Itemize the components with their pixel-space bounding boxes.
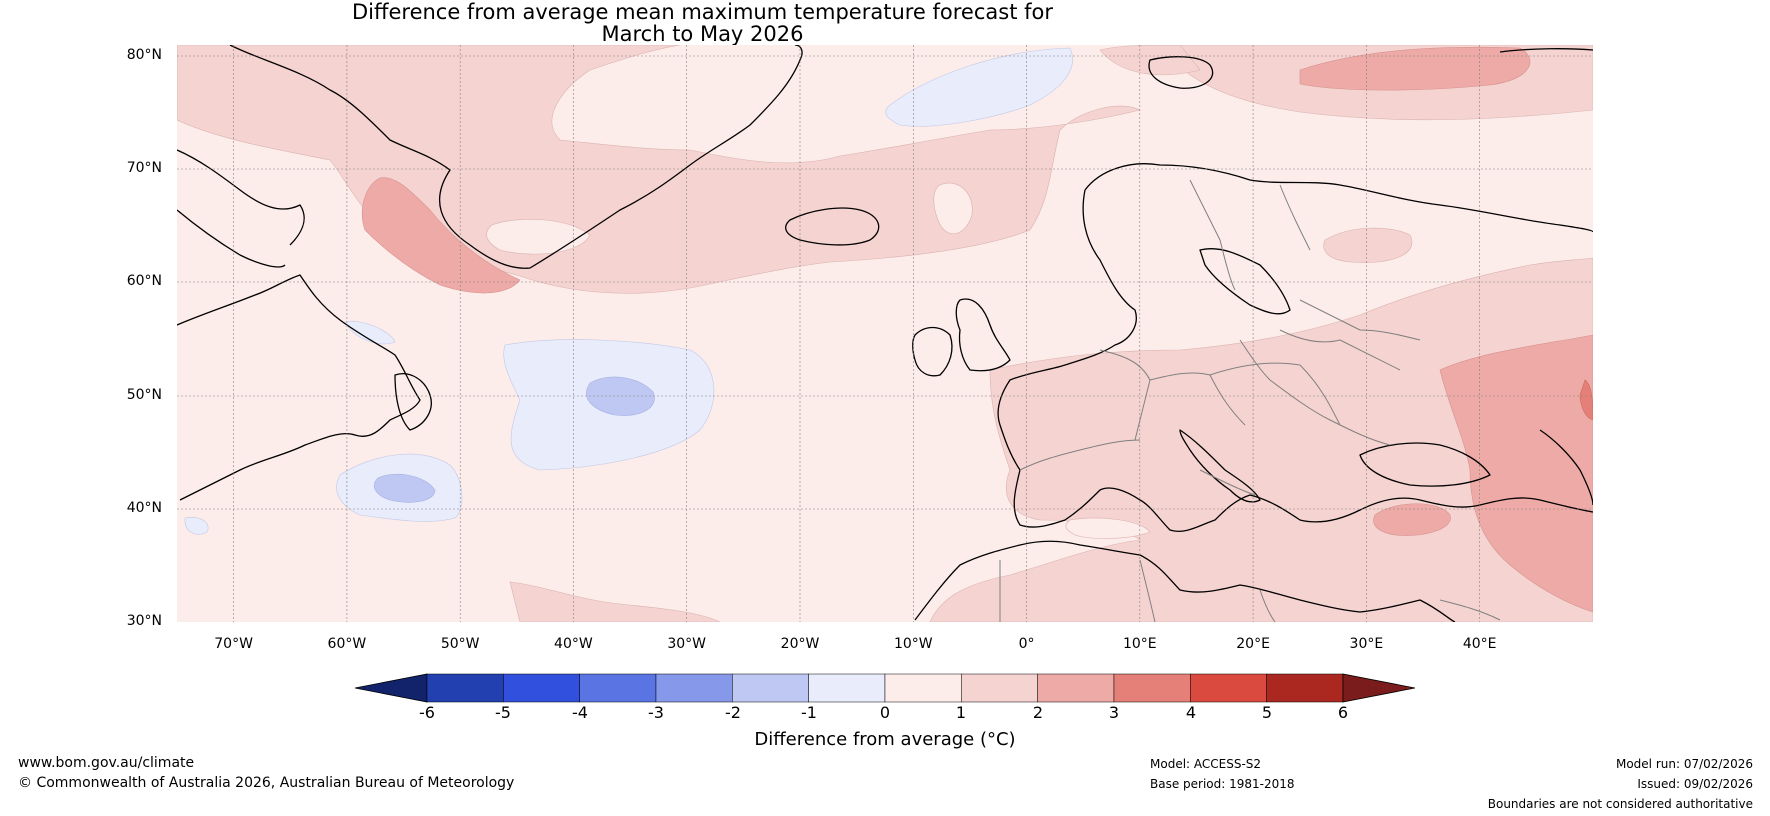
footer-disclaimer: Boundaries are not considered authoritat…: [1487, 797, 1753, 811]
anomaly-region-ukraine-hot: [1579, 379, 1593, 421]
graticule: [177, 45, 1593, 622]
colorbar-segment: [1037, 673, 1115, 703]
colorbar-tick: -5: [495, 703, 511, 722]
lat-label-50n: 50°N: [126, 387, 162, 403]
colorbar-segment: [1266, 673, 1344, 703]
chart-title-line-2: March to May 2026: [601, 22, 804, 46]
colorbar-tick: 3: [1108, 703, 1120, 722]
lat-label-30n: 30°N: [126, 613, 162, 629]
border-lines-scandinavia: [1189, 179, 1311, 291]
colorbar-tick: -6: [419, 703, 435, 722]
footer-website: www.bom.gov.au/climate: [18, 755, 195, 771]
coastline-canada-arctic-2: [177, 209, 286, 268]
colorbar-segment: [808, 673, 886, 703]
anomaly-region-norwegian-sea: [885, 47, 1073, 127]
anomaly-region-nova-scotia-blue: [184, 517, 209, 535]
colorbar-segment: [1113, 673, 1191, 703]
colorbar-tick: -4: [572, 703, 588, 722]
colorbar-tick: 4: [1185, 703, 1197, 722]
colorbar-segment: [579, 673, 657, 703]
colorbar-segments: [354, 673, 1416, 703]
lon-label-10w: 10°W: [893, 636, 933, 652]
lon-label-10e: 10°E: [1122, 636, 1157, 652]
coastline-iceland: [785, 207, 880, 246]
footer-base-period: Base period: 1981-2018: [1150, 777, 1295, 791]
anomaly-pocket-norway: [933, 182, 973, 235]
footer-model: Model: ACCESS-S2: [1150, 757, 1262, 771]
coastline-canada-arctic: [177, 149, 305, 246]
coastline-svalbard-franz-josef: [1148, 56, 1214, 89]
lat-label-60n: 60°N: [126, 273, 162, 289]
lat-label-70n: 70°N: [126, 160, 162, 176]
anomaly-pocket-iceland-sea: [486, 218, 591, 255]
lon-label-60w: 60°W: [327, 636, 367, 652]
anomaly-region-black-sea: [1439, 334, 1593, 613]
anomaly-region-central-atlantic-core: [586, 376, 655, 416]
lon-label-0: 0°: [1018, 636, 1035, 652]
lon-label-40w: 40°W: [554, 636, 593, 652]
colorbar-segment: [732, 673, 809, 703]
coastline-britain: [955, 298, 1011, 372]
colorbar-tick: -1: [801, 703, 817, 722]
colorbar-tick: 6: [1337, 703, 1349, 722]
anomaly-region-newfoundland-core: [374, 473, 436, 503]
anomaly-region-barents-sea: [1299, 46, 1531, 91]
coastline-ireland: [912, 326, 953, 377]
colorbar-tick: 1: [955, 703, 967, 722]
coastline-baltic: [1199, 248, 1291, 315]
coastline-greenland: [229, 45, 803, 269]
lat-label-40n: 40°N: [126, 500, 162, 516]
anomaly-region-western-sahara: [509, 581, 721, 622]
coastline-labrador: [177, 274, 421, 501]
colorbar-tick: -3: [648, 703, 664, 722]
coastline-italy: [1179, 429, 1261, 503]
coastline-novaya-zemlya: [1499, 48, 1593, 53]
colorbar-segment: [655, 673, 733, 703]
colorbar-tick: 5: [1261, 703, 1273, 722]
anomaly-region-scandinavia: [1323, 227, 1413, 263]
border-lines-africa: [999, 559, 1501, 622]
footer-model-run: Model run: 07/02/2026: [1615, 757, 1753, 771]
coastline-europe-mainland: [997, 163, 1593, 532]
colorbar-segment: [503, 673, 580, 703]
colorbar-segment: [884, 673, 962, 703]
footer-copyright: © Commonwealth of Australia 2026, Austra…: [18, 775, 515, 791]
lon-label-20w: 20°W: [780, 636, 820, 652]
lon-label-70w: 70°W: [214, 636, 253, 652]
lon-label-30e: 30°E: [1349, 636, 1384, 652]
lat-label-80n: 80°N: [126, 47, 162, 63]
lon-label-30w: 30°W: [667, 636, 707, 652]
footer-issued: Issued: 09/02/2026: [1637, 777, 1753, 791]
anomaly-region-turkey: [1373, 503, 1451, 536]
anomaly-pocket-central-europe: [1065, 517, 1151, 539]
colorbar-label: Difference from average (°C): [754, 729, 1016, 750]
coastline-black-sea: [1359, 442, 1491, 487]
colorbar-tick: 2: [1032, 703, 1044, 722]
lon-label-50w: 50°W: [440, 636, 480, 652]
colorbar-segment: [1190, 673, 1267, 703]
colorbar-segment: [961, 673, 1038, 703]
colorbar-extend-high: [1342, 673, 1416, 703]
lon-label-40e: 40°E: [1462, 636, 1497, 652]
lon-label-20e: 20°E: [1236, 636, 1270, 652]
anomaly-region-denmark-strait: [361, 177, 521, 294]
colorbar-extend-low: [354, 673, 428, 703]
coastline-caspian-turkey: [1539, 429, 1593, 506]
colorbar-segment: [426, 673, 504, 703]
border-lines-europe: [1019, 299, 1421, 496]
chart-title-line-1: Difference from average mean maximum tem…: [352, 0, 1053, 24]
colorbar-tick: -2: [725, 703, 741, 722]
colorbar-tick: 0: [879, 703, 891, 722]
anomaly-region-labrador-blue: [344, 320, 396, 345]
coastline-north-africa: [914, 540, 1456, 622]
coastline-newfoundland: [394, 373, 432, 431]
